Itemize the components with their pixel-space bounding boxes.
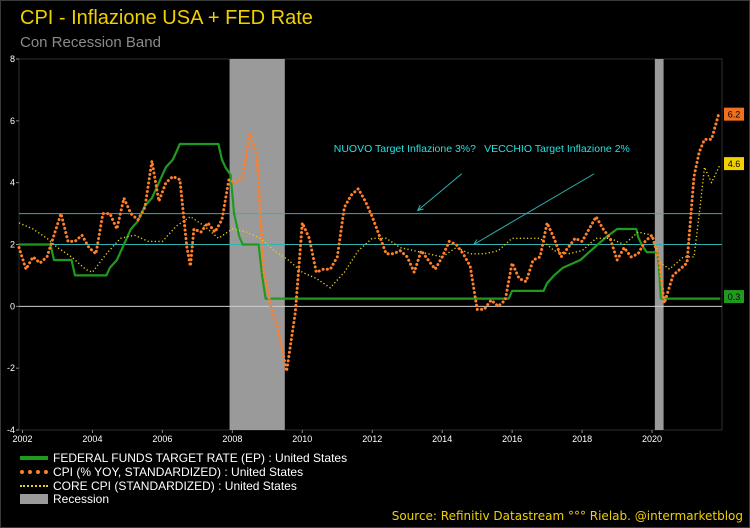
- x-tick-label: 2014: [432, 434, 452, 444]
- x-tick-label: 2006: [152, 434, 172, 444]
- x-tick-label: 2002: [12, 434, 32, 444]
- series-line-fed: [19, 142, 721, 300]
- last-value-badge-cpi: [724, 107, 744, 121]
- chart-subtitle: Con Recession Band: [20, 34, 161, 51]
- last-value-label-cpi: 6.2: [728, 110, 741, 120]
- x-tick-label: 2018: [572, 434, 592, 444]
- x-tick-label: 2004: [82, 434, 102, 444]
- last-value-label-fed: 0.3: [728, 292, 741, 302]
- annotation-arrow: [473, 173, 595, 245]
- x-tick-label: 2020: [642, 434, 662, 444]
- x-tick-label: 2010: [292, 434, 312, 444]
- y-tick-label: 0: [10, 301, 15, 311]
- annotation-label: NUOVO Target Inflazione 3%?: [334, 143, 476, 155]
- y-tick-label: -2: [7, 363, 15, 373]
- legend-label-fed: FEDERAL FUNDS TARGET RATE (EP) : United …: [53, 451, 348, 465]
- y-tick-label: -4: [7, 425, 15, 435]
- y-tick-label: 2: [10, 240, 15, 250]
- y-tick-label: 4: [10, 178, 15, 188]
- chart-title: CPI - Inflazione USA + FED Rate: [20, 7, 313, 29]
- series-line-core: [18, 163, 721, 289]
- legend-label-core: CORE CPI (STANDARDIZED) : United States: [53, 479, 297, 493]
- legend-swatch-recession: [20, 494, 48, 504]
- y-tick-label: 6: [10, 116, 15, 126]
- last-value-badge-core: [724, 157, 744, 171]
- legend-swatch-fed: [20, 456, 48, 460]
- legend-swatch-cpi: [20, 470, 48, 474]
- legend-label-cpi: CPI (% YOY, STANDARDIZED) : United State…: [53, 465, 304, 479]
- annotation-arrowhead: [472, 239, 480, 246]
- legend-swatch-core: [20, 485, 48, 487]
- x-tick-label: 2016: [502, 434, 522, 444]
- x-tick-label: 2012: [362, 434, 382, 444]
- annotation-label: VECCHIO Target Inflazione 2%: [484, 143, 630, 155]
- y-tick-label: 8: [10, 54, 15, 64]
- source-note: Source: Refinitiv Datastream °°° Rielab.…: [391, 509, 743, 523]
- annotation-arrow: [417, 173, 463, 211]
- annotation-arrowhead: [416, 204, 424, 212]
- x-tick-label: 2008: [222, 434, 242, 444]
- legend-label-recession: Recession: [53, 492, 110, 506]
- last-value-badge-fed: [724, 290, 744, 304]
- last-value-label-core: 4.6: [728, 159, 741, 169]
